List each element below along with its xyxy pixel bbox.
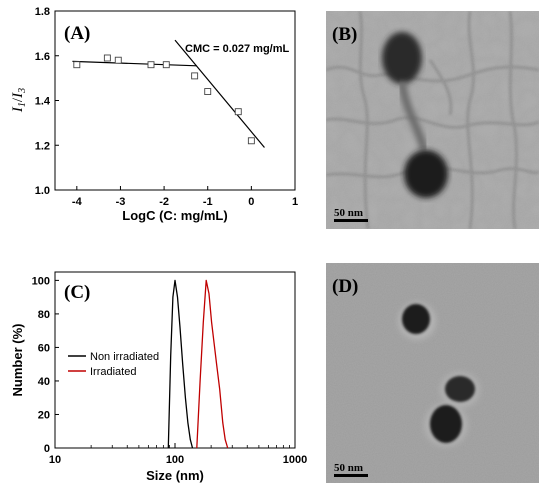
panel-c-y-tick-label: 20 xyxy=(38,409,50,421)
panel-a-y-tick-label: 1.8 xyxy=(35,6,50,18)
legend-label-non-irradiated: Non irradiated xyxy=(90,351,159,363)
panel-c-label: (C) xyxy=(64,282,90,303)
panel-a-y-tick-label: 1.2 xyxy=(35,140,50,152)
panel-c-chart: (C) 10 100 1000 0 20 40 60 80 100 Non irradiate… xyxy=(10,271,307,483)
dark-micelle-lower xyxy=(404,150,448,198)
panel-d-scale-text: 50 nm xyxy=(334,462,363,474)
panel-c-y-tick-label: 40 xyxy=(38,376,50,388)
panel-a-x-tick-label: -3 xyxy=(116,196,126,208)
panel-a-x-tick-label: 0 xyxy=(248,196,254,208)
panel-a-data-point xyxy=(103,54,111,62)
panel-c-y-tick-label: 100 xyxy=(32,275,50,287)
panel-a-data-point xyxy=(247,137,255,145)
panel-c-legend: Non irradiated Irradiated xyxy=(68,351,159,378)
panel-c-x-axis-title: Size (nm) xyxy=(146,468,204,483)
panel-a-fit-line-2 xyxy=(174,39,265,148)
panel-a-plot-frame xyxy=(54,10,296,191)
panel-a-data-point xyxy=(204,88,212,96)
panel-a-y-tick-label: 1.6 xyxy=(35,51,50,63)
dark-micelle-upper xyxy=(382,32,422,84)
panel-c-x-tick-label: 100 xyxy=(166,454,184,466)
panel-c-x-tick-label: 10 xyxy=(49,454,61,466)
panel-c-x-ticks: 10 100 1000 xyxy=(49,443,307,466)
panel-c-y-axis-title: Number (%) xyxy=(10,324,25,397)
panel-c-series-line-1 xyxy=(167,279,194,449)
panel-a-data-point xyxy=(147,61,155,69)
panel-d-scale-bar xyxy=(334,474,368,477)
panel-a-x-tick-label: -4 xyxy=(72,196,83,208)
panel-a-data-point xyxy=(114,56,122,64)
panel-a-y-ticks: 1.0 1.2 1.4 1.6 1.8 xyxy=(35,6,59,197)
panel-c-y-tick-label: 0 xyxy=(44,443,50,455)
panel-b-label: (B) xyxy=(332,24,357,45)
panel-c-y-ticks: 0 20 40 60 80 100 xyxy=(32,275,59,455)
panel-a-x-ticks: -4 -3 -2 -1 0 1 xyxy=(72,186,298,208)
panel-a-y-tick-label: 1.0 xyxy=(35,185,50,197)
panel-a-label: (A) xyxy=(64,23,90,44)
legend-label-irradiated: Irradiated xyxy=(90,366,136,378)
micelle-1 xyxy=(402,304,430,334)
panel-b-scale-text: 50 nm xyxy=(334,207,363,219)
panel-c-series-line-2 xyxy=(196,279,229,449)
panel-d-tem-image: (D) 50 nm xyxy=(326,263,539,483)
panel-a-cmc-annotation: CMC = 0.027 mg/mL xyxy=(185,43,290,55)
panel-a-data-point xyxy=(73,61,81,69)
panel-c-y-tick-label: 60 xyxy=(38,342,50,354)
panel-a-x-tick-label: 1 xyxy=(292,196,298,208)
panel-a-x-tick-label: -1 xyxy=(203,196,213,208)
panel-a-y-tick-label: 1.4 xyxy=(35,96,51,108)
panel-a-data-point xyxy=(234,108,242,116)
panel-a-x-tick-label: -2 xyxy=(159,196,169,208)
micelle-2 xyxy=(445,376,475,402)
panel-a-fit-lines xyxy=(72,39,265,148)
panel-a-points xyxy=(73,54,255,145)
panel-a-chart: (A) CMC = 0.027 mg/mL -4 -3 -2 -1 0 1 1.01.21… xyxy=(10,6,298,223)
panel-b-scale-bar xyxy=(334,219,368,222)
panel-a-y-axis-title: I1/I3 xyxy=(10,88,28,113)
panel-c-x-tick-label: 1000 xyxy=(283,454,307,466)
panel-a-data-point xyxy=(191,72,199,80)
panel-c-series xyxy=(167,279,229,449)
panel-c-y-tick-label: 80 xyxy=(38,309,50,321)
panel-a-fit-line-1 xyxy=(72,60,197,67)
panel-a-data-point xyxy=(162,61,170,69)
panel-d-label: (D) xyxy=(332,276,358,297)
panel-b-tem-image: (B) 50 nm xyxy=(326,11,539,229)
panel-a-x-axis-title: LogC (C: mg/mL) xyxy=(122,208,227,223)
micelle-3 xyxy=(430,405,462,443)
